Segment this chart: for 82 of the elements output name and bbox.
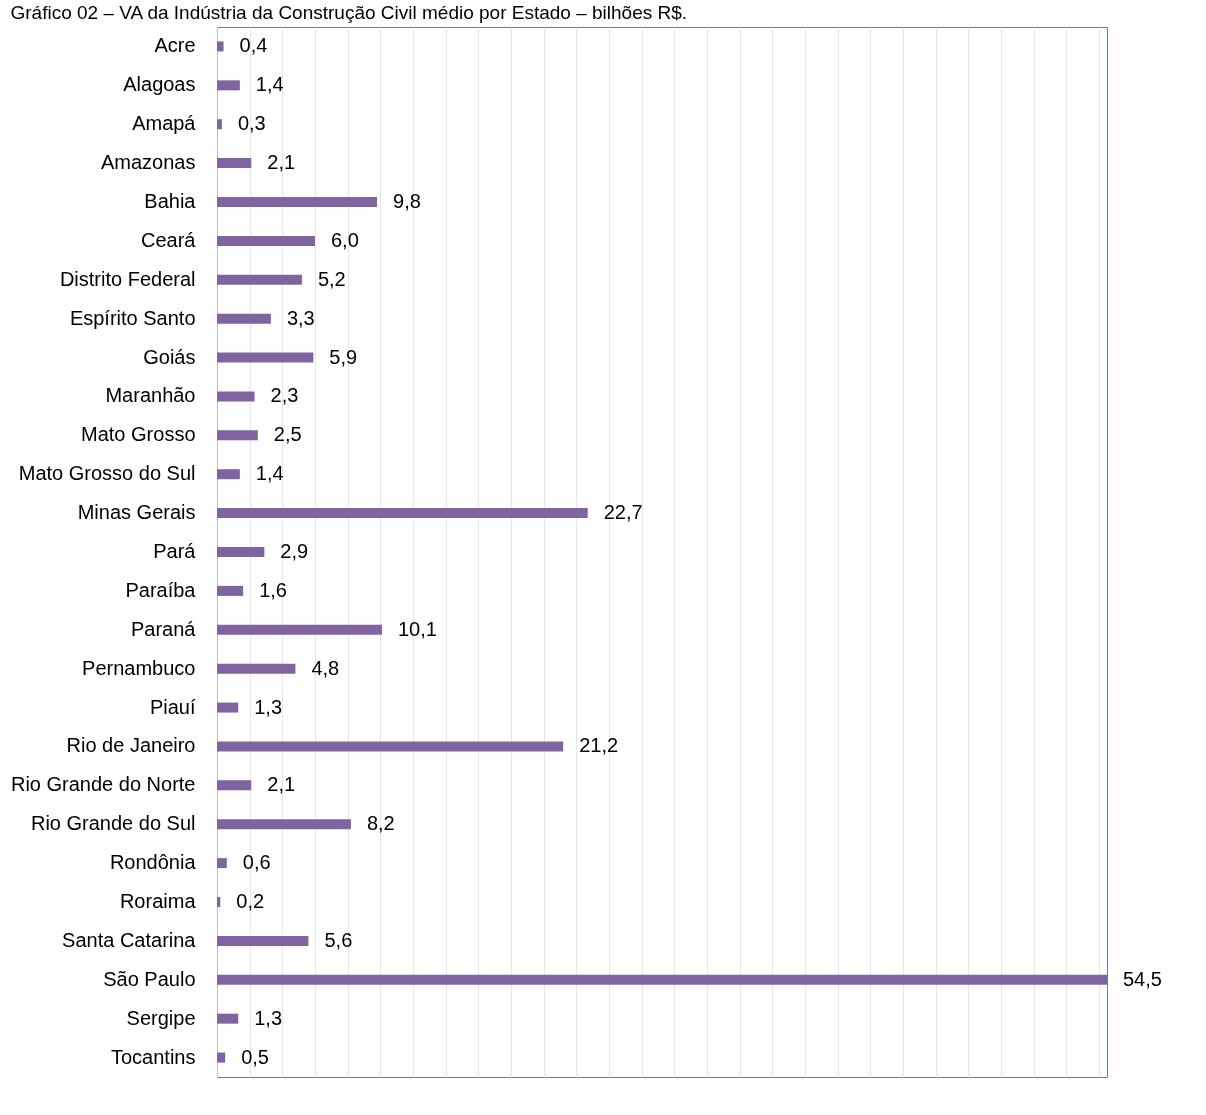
y-tick-label: Paraíba xyxy=(125,578,197,601)
bar xyxy=(217,235,315,246)
y-tick-label: Roraima xyxy=(119,890,197,912)
y-tick-label: Goiás xyxy=(143,345,196,368)
y-tick-label: Rio de Janeiro xyxy=(66,734,196,757)
data-label: 2,5 xyxy=(273,423,302,446)
bar xyxy=(217,80,240,91)
y-tick-label: Amazonas xyxy=(101,151,196,174)
bar xyxy=(217,41,224,52)
y-tick-label: Acre xyxy=(154,34,196,57)
y-tick-label: Rondônia xyxy=(109,851,197,874)
chart-title: Gráfico 02 – VA da Indústria da Construção Civil médio por Estado – bilhões R$. xyxy=(10,2,688,23)
y-tick-label: Alagoas xyxy=(123,73,196,96)
y-tick-label: Amapá xyxy=(132,112,197,135)
y-tick-label: Pernambuco xyxy=(82,656,196,679)
data-label: 2,3 xyxy=(270,384,299,407)
y-tick-label: Minas Gerais xyxy=(77,501,196,524)
y-tick-label: Santa Catarina xyxy=(62,928,197,951)
data-label: 2,9 xyxy=(280,540,309,562)
y-tick-label: São Paulo xyxy=(103,967,196,990)
data-label: 22,7 xyxy=(603,501,643,524)
y-tick-label: Maranhão xyxy=(105,384,196,407)
data-label: 1,6 xyxy=(259,578,287,601)
bar xyxy=(217,508,588,519)
bar xyxy=(217,935,309,946)
bar xyxy=(217,391,255,402)
data-label: 21,2 xyxy=(579,734,619,757)
bar xyxy=(217,897,221,907)
data-label: 5,6 xyxy=(324,928,353,951)
bar xyxy=(217,819,351,830)
y-tick-label: Mato Grosso do Sul xyxy=(18,462,196,485)
data-label: 0,4 xyxy=(239,34,268,57)
bar xyxy=(217,1052,226,1063)
data-label: 9,8 xyxy=(393,190,421,212)
data-label: 2,1 xyxy=(267,773,296,796)
data-label: 1,3 xyxy=(254,1006,283,1029)
bar xyxy=(217,780,252,791)
bar xyxy=(217,352,314,363)
y-tick-label: Ceará xyxy=(141,228,197,251)
bar xyxy=(217,547,265,557)
y-tick-label: Distrito Federal xyxy=(59,267,196,290)
y-tick-label: Espírito Santo xyxy=(69,306,196,329)
data-label: 2,1 xyxy=(267,151,296,174)
data-label: 1,3 xyxy=(254,695,283,718)
bar xyxy=(217,119,222,130)
data-label: 54,5 xyxy=(1123,967,1162,990)
y-tick-label: Paraná xyxy=(131,617,197,640)
y-tick-label: Rio Grande do Norte xyxy=(10,773,196,796)
bar xyxy=(217,1013,239,1024)
bar xyxy=(217,858,227,869)
bar xyxy=(217,469,240,480)
bar xyxy=(217,702,239,713)
bar xyxy=(217,274,302,285)
data-label: 0,2 xyxy=(236,890,265,912)
data-label: 1,4 xyxy=(255,462,284,485)
y-tick-label: Mato Grosso xyxy=(81,423,196,446)
bar xyxy=(217,158,252,169)
data-label: 4,8 xyxy=(311,656,340,679)
bar xyxy=(217,663,296,674)
data-label: 8,2 xyxy=(366,812,395,835)
data-label: 0,6 xyxy=(242,851,271,874)
bar xyxy=(217,624,382,635)
data-label: 0,5 xyxy=(241,1045,269,1068)
bar xyxy=(217,585,244,596)
data-label: 0,3 xyxy=(237,112,266,135)
bar xyxy=(217,741,564,752)
data-label: 6,0 xyxy=(330,228,359,251)
data-label: 10,1 xyxy=(397,617,437,640)
y-tick-label: Bahia xyxy=(144,190,197,212)
data-label: 3,3 xyxy=(286,306,315,329)
y-tick-label: Pará xyxy=(153,540,197,562)
y-tick-label: Tocantins xyxy=(111,1045,196,1068)
y-tick-label: Sergipe xyxy=(126,1006,196,1029)
data-label: 1,4 xyxy=(255,73,284,96)
bar xyxy=(217,430,258,441)
data-label: 5,2 xyxy=(317,267,346,290)
y-tick-label: Piauí xyxy=(149,695,196,718)
data-label: 5,9 xyxy=(329,345,358,368)
bar xyxy=(217,197,378,207)
bar xyxy=(217,313,271,324)
bar xyxy=(217,974,1107,985)
y-tick-label: Rio Grande do Sul xyxy=(30,812,196,835)
